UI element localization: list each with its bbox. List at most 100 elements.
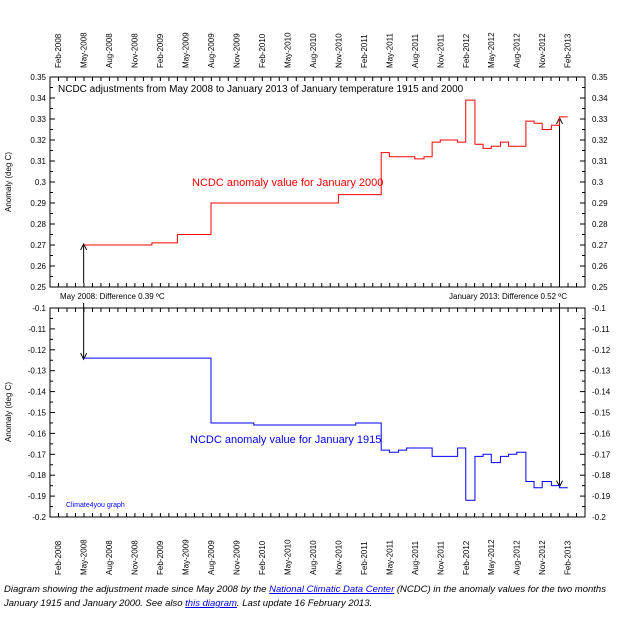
chart-canvas: 0.35 0.35 0.34 0.34 0.33 0.33 0.32 0.32 0.31 0.31… bbox=[4, 32, 611, 575]
x-tick-label: Aug-2009 bbox=[207, 540, 216, 575]
caption-text-3: . Last update 16 February 2013. bbox=[236, 598, 373, 609]
x-tick-label: May-2011 bbox=[385, 32, 394, 68]
x-tick-label: Feb-2009 bbox=[156, 540, 165, 575]
axes-layer: 0.35 0.35 0.34 0.34 0.33 0.33 0.32 0.32 0.31 0.31… bbox=[28, 32, 611, 575]
x-tick-label: Nov-2008 bbox=[131, 33, 140, 68]
caption-text-2: (NCDC) in the anomaly values for the two… bbox=[4, 584, 606, 609]
x-tick-label: Aug-2010 bbox=[309, 33, 318, 68]
y-tick-label: 0.31 bbox=[30, 157, 46, 166]
x-tick-label: Aug-2010 bbox=[309, 540, 318, 575]
y-tick-label: 0.34 bbox=[30, 94, 46, 103]
x-tick-label: Nov-2011 bbox=[436, 540, 445, 575]
y-tick-label: 0.32 bbox=[592, 136, 608, 145]
chart-title: NCDC adjustments from May 2008 to Januar… bbox=[58, 84, 464, 95]
y-tick-label: -0.11 bbox=[592, 325, 610, 334]
figure-caption: Diagram showing the adjustment made sinc… bbox=[4, 583, 632, 611]
x-tick-label: May-2008 bbox=[80, 32, 89, 68]
y-tick-label: 0.34 bbox=[592, 94, 608, 103]
y-tick-label: 0.26 bbox=[592, 262, 608, 271]
x-tick-label: Nov-2010 bbox=[334, 540, 343, 575]
y-tick-label: 0.33 bbox=[592, 115, 608, 124]
y-tick-label: 0.28 bbox=[30, 220, 46, 229]
difference-arrow-head bbox=[80, 242, 88, 251]
x-tick-label: Aug-2011 bbox=[411, 540, 420, 575]
y-tick-label: -0.12 bbox=[28, 346, 47, 355]
y-tick-label: 0.32 bbox=[30, 136, 46, 145]
series-line bbox=[83, 99, 568, 246]
y-tick-label: -0.2 bbox=[592, 513, 606, 522]
x-tick-label: Aug-2008 bbox=[105, 33, 114, 68]
x-tick-label: Aug-2008 bbox=[105, 540, 114, 575]
y-tick-label: -0.13 bbox=[28, 367, 47, 376]
x-tick-label: May-2008 bbox=[80, 539, 89, 575]
x-tick-label: Nov-2009 bbox=[232, 540, 241, 575]
difference-arrow-head bbox=[80, 352, 88, 361]
annotation-may-2008: May 2008: Difference 0.39 ºC bbox=[60, 292, 165, 301]
x-tick-label: May-2012 bbox=[487, 32, 496, 68]
y-axis-label-top: Anomaly (deg C) bbox=[4, 152, 13, 212]
x-tick-label: Feb-2011 bbox=[360, 541, 369, 575]
this-diagram-link[interactable]: this diagram bbox=[185, 598, 237, 609]
x-tick-label: Feb-2012 bbox=[462, 540, 471, 575]
y-tick-label: -0.14 bbox=[592, 388, 611, 397]
series-line bbox=[83, 357, 568, 501]
series-layer bbox=[83, 99, 568, 501]
y-tick-label: 0.25 bbox=[592, 283, 608, 292]
y-tick-label: -0.2 bbox=[32, 513, 46, 522]
y-tick-label: 0.25 bbox=[30, 283, 46, 292]
y-tick-label: 0.31 bbox=[592, 157, 608, 166]
y-tick-label: -0.14 bbox=[28, 388, 47, 397]
y-axis-label-bottom: Anomaly (deg C) bbox=[4, 382, 13, 442]
x-tick-label: Feb-2008 bbox=[54, 540, 63, 575]
x-tick-label: Feb-2010 bbox=[258, 33, 267, 68]
x-tick-label: Nov-2008 bbox=[131, 540, 140, 575]
y-tick-label: -0.18 bbox=[592, 471, 611, 480]
y-tick-label: 0.27 bbox=[592, 241, 608, 250]
y-tick-label: -0.19 bbox=[28, 492, 47, 501]
x-tick-label: Nov-2012 bbox=[538, 33, 547, 68]
x-tick-label: May-2012 bbox=[487, 539, 496, 575]
y-tick-label: -0.12 bbox=[592, 346, 611, 355]
y-tick-label: 0.28 bbox=[592, 220, 608, 229]
x-tick-label: Nov-2011 bbox=[436, 33, 445, 68]
x-tick-label: Feb-2008 bbox=[54, 33, 63, 68]
y-tick-label: 0.26 bbox=[30, 262, 46, 271]
x-tick-label: May-2010 bbox=[283, 539, 292, 575]
ncdc-link[interactable]: National Climatic Data Center bbox=[269, 584, 395, 595]
y-tick-label: -0.11 bbox=[28, 325, 46, 334]
x-tick-label: May-2011 bbox=[385, 539, 394, 575]
x-tick-label: Nov-2012 bbox=[538, 540, 547, 575]
x-tick-label: Feb-2013 bbox=[564, 33, 573, 68]
x-tick-label: May-2010 bbox=[283, 32, 292, 68]
caption-text-1: Diagram showing the adjustment made sinc… bbox=[4, 584, 270, 595]
x-tick-label: Nov-2009 bbox=[232, 33, 241, 68]
y-tick-label: -0.1 bbox=[592, 304, 606, 313]
y-tick-label: 0.33 bbox=[30, 115, 46, 124]
plot-frame bbox=[49, 307, 586, 518]
x-tick-label: Feb-2013 bbox=[564, 540, 573, 575]
y-tick-label: 0.3 bbox=[35, 178, 47, 187]
x-tick-label: Feb-2009 bbox=[156, 33, 165, 68]
x-tick-label: Aug-2009 bbox=[207, 33, 216, 68]
y-tick-label: -0.1 bbox=[32, 304, 46, 313]
x-tick-label: Aug-2011 bbox=[411, 33, 420, 68]
series-label-2000: NCDC anomaly value for January 2000 bbox=[192, 177, 383, 189]
y-tick-label: -0.19 bbox=[592, 492, 611, 501]
y-tick-label: -0.13 bbox=[592, 367, 611, 376]
x-tick-label: Feb-2010 bbox=[258, 540, 267, 575]
x-tick-label: Aug-2012 bbox=[513, 540, 522, 575]
x-tick-label: May-2009 bbox=[182, 32, 191, 68]
text-layer: NCDC adjustments from May 2008 to Januar… bbox=[4, 84, 567, 509]
y-tick-label: -0.17 bbox=[592, 450, 611, 459]
x-tick-label: May-2009 bbox=[182, 539, 191, 575]
y-tick-label: 0.3 bbox=[592, 178, 604, 187]
y-tick-label: -0.16 bbox=[28, 429, 47, 438]
credit-label: Climate4you graph bbox=[66, 502, 125, 509]
y-tick-label: 0.35 bbox=[30, 73, 46, 82]
y-tick-label: 0.29 bbox=[592, 199, 608, 208]
y-tick-label: -0.15 bbox=[28, 409, 47, 418]
y-tick-label: 0.29 bbox=[30, 199, 46, 208]
x-tick-label: Aug-2012 bbox=[513, 33, 522, 68]
x-tick-label: Feb-2011 bbox=[360, 34, 369, 68]
x-tick-label: Feb-2012 bbox=[462, 33, 471, 68]
